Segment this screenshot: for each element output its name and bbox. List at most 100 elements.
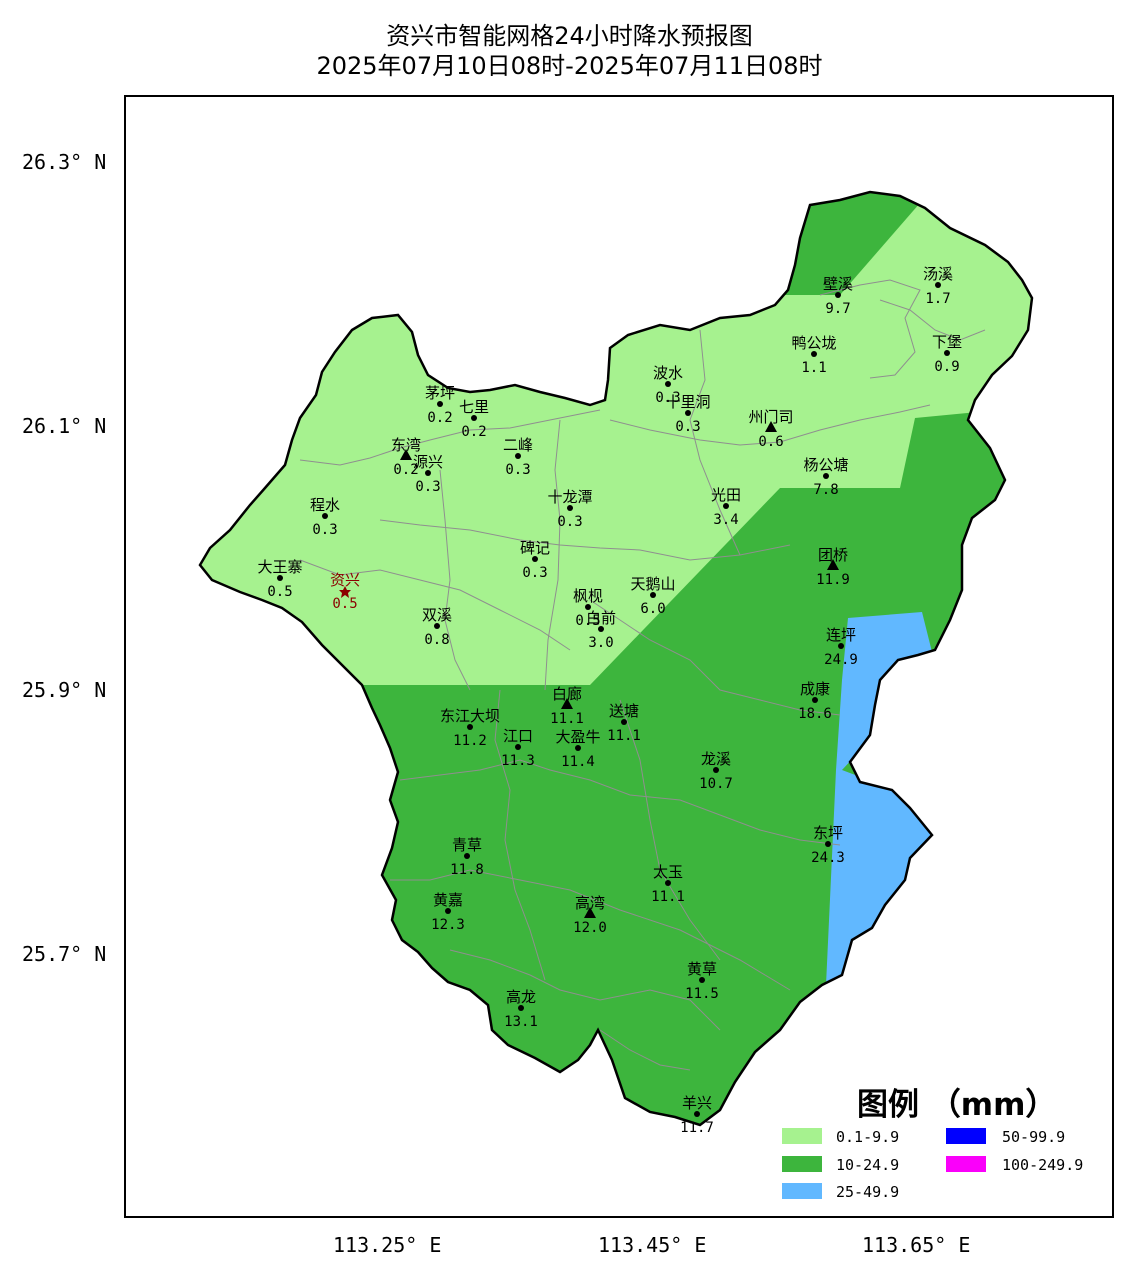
station-9-name: 二峰 [503,436,533,454]
station-19-value: 0.5 [332,596,357,612]
station-23-value: 0.8 [424,632,449,648]
station-25-value: 18.6 [798,706,832,722]
legend-title: 图例 （mm） [857,1087,1056,1123]
station-36-name: 高湾 [575,894,605,912]
station-8-name: 七里 [459,398,489,416]
station-37-marker [699,977,705,983]
station-23-marker [434,623,440,629]
station-16-name: 碑记 [520,539,550,557]
station-5-value: 0.3 [675,419,700,435]
station-37-name: 黄草 [687,960,717,978]
station-18-marker [277,575,283,581]
station-33-name: 青草 [452,836,482,854]
station-39-marker [694,1111,700,1117]
lat-label-25-7: 25.7° N [22,942,107,966]
station-22-value: 3.0 [588,635,613,651]
station-32-value: 24.3 [811,850,845,866]
station-39-value: 11.7 [680,1120,714,1136]
station-14-marker [567,505,573,511]
station-29-name: 江口 [503,727,533,745]
station-17-name: 团桥 [818,546,848,564]
station-11-name: 源兴 [413,453,443,471]
station-5-name: 十里洞 [665,393,710,411]
station-6-value: 0.6 [758,434,783,450]
station-14-name: 十龙潭 [547,488,592,506]
station-32-name: 东坪 [813,824,843,842]
station-29-value: 11.3 [501,753,535,769]
station-38-value: 13.1 [504,1014,538,1030]
legend-label-100-249-9: 100-249.9 [1002,1156,1083,1174]
lon-label-113-45: 113.45° E [598,1233,707,1257]
station-10-value: 0.2 [393,462,418,478]
station-24-value: 24.9 [824,652,858,668]
station-4-name: 波水 [653,364,683,382]
station-17-marker [827,559,839,570]
station-1-value: 1.7 [925,291,950,307]
station-36-marker [584,907,596,918]
station-21-name: 枫枧 [573,587,603,605]
station-7-marker [437,401,443,407]
station-28-marker [467,724,473,730]
station-27-name: 送塘 [609,702,639,720]
station-30-name: 大盈牛 [555,728,600,746]
station-14-value: 0.3 [557,514,582,530]
station-19-name: 资兴 [330,571,360,589]
lon-label-113-65: 113.65° E [862,1233,971,1257]
station-21-marker [585,604,591,610]
station-10-name: 东湾 [391,436,421,454]
station-8-value: 0.2 [461,424,486,440]
stations-layer: 壁溪9.7汤溪1.7鸭公垅1.1下堡0.9波水0.3十里洞0.3州门司0.6茅坪… [257,265,962,1136]
station-22-marker [598,626,604,632]
station-37-value: 11.5 [685,986,719,1002]
station-20-marker [650,592,656,598]
legend-label-0-1-9-9: 0.1-9.9 [836,1128,899,1146]
station-17-value: 11.9 [816,572,850,588]
station-34-marker [665,880,671,886]
station-22-name: 白前 [586,609,616,627]
lat-label-26-3: 26.3° N [22,150,107,174]
legend-swatch-100-249-9 [946,1156,986,1172]
town-boundaries [299,279,986,1071]
station-0-value: 9.7 [825,301,850,317]
station-31-name: 龙溪 [701,750,731,768]
station-0-marker [835,292,841,298]
legend-label-10-24-9: 10-24.9 [836,1156,899,1174]
station-24-marker [838,643,844,649]
station-9-value: 0.3 [505,462,530,478]
station-35-name: 黄嘉 [433,891,463,909]
station-26-marker [561,698,573,709]
station-31-value: 10.7 [699,776,733,792]
station-18-name: 大王寨 [257,558,302,576]
station-33-value: 11.8 [450,862,484,878]
station-34-name: 太玉 [653,863,683,881]
station-15-name: 光田 [711,486,741,504]
legend: 图例 （mm） 0.1-9.9 10-24.9 25-49.9 50-99.9 … [782,1087,1083,1201]
lat-label-25-9: 25.9° N [22,678,107,702]
station-8-marker [471,415,477,421]
map-frame [124,95,1114,1218]
legend-swatch-50-99-9 [946,1128,986,1144]
map-title: 资兴市智能网格24小时降水预报图 [386,22,753,50]
station-31-marker [713,767,719,773]
station-23-name: 双溪 [422,606,452,624]
station-29-marker [515,744,521,750]
legend-label-50-99-9: 50-99.9 [1002,1128,1065,1146]
station-25-name: 成康 [800,680,830,698]
station-16-value: 0.3 [522,565,547,581]
station-11-value: 0.3 [415,479,440,495]
zone-25-49-9 [826,612,940,985]
station-10-marker [400,449,412,460]
station-16-marker [532,556,538,562]
legend-swatch-25-49-9 [782,1183,822,1199]
station-15-value: 3.4 [713,512,738,528]
lon-label-113-25: 113.25° E [333,1233,442,1257]
station-1-marker [935,282,941,288]
station-2-name: 鸭公垅 [791,334,836,352]
station-12-value: 7.8 [813,482,838,498]
legend-swatch-0-1-9-9 [782,1128,822,1144]
legend-label-25-49-9: 25-49.9 [836,1183,899,1201]
station-4-value: 0.3 [655,390,680,406]
station-24-name: 连坪 [826,626,856,644]
station-27-marker [621,719,627,725]
